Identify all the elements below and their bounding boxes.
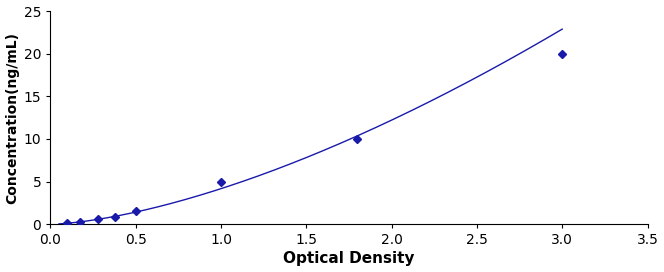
Y-axis label: Concentration(ng/mL): Concentration(ng/mL) [5, 32, 19, 204]
X-axis label: Optical Density: Optical Density [283, 251, 415, 267]
